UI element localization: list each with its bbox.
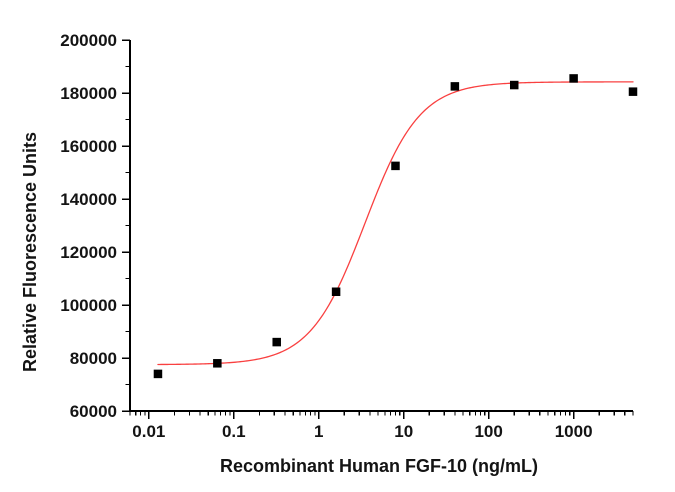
y-tick-label: 140000 <box>60 190 117 209</box>
x-tick-label: 1 <box>314 422 323 441</box>
y-tick-label: 100000 <box>60 296 117 315</box>
x-tick-label: 1000 <box>555 422 593 441</box>
data-point <box>213 359 222 368</box>
y-tick-label: 180000 <box>60 84 117 103</box>
x-axis-title: Recombinant Human FGF-10 (ng/mL) <box>220 456 538 476</box>
y-tick-label: 60000 <box>70 402 117 421</box>
x-tick-label: 10 <box>394 422 413 441</box>
x-tick-label: 100 <box>474 422 502 441</box>
y-tick-label: 80000 <box>70 349 117 368</box>
data-point <box>272 337 281 347</box>
fit-curve <box>157 81 634 366</box>
plot-layer <box>153 74 638 379</box>
data-point <box>628 87 638 96</box>
axes-layer: 60000 80000 100000 120000 140000 160000 180000… <box>60 31 634 441</box>
y-tick-label: 160000 <box>60 137 117 156</box>
axis-spines <box>129 40 633 412</box>
data-point <box>509 80 519 90</box>
data-point <box>331 287 341 296</box>
y-axis-title: Relative Fluorescence Units <box>20 132 40 372</box>
x-tick-label: 0.01 <box>132 422 165 441</box>
y-tick-label: 120000 <box>60 243 117 262</box>
data-point <box>450 82 460 91</box>
data-point <box>391 161 400 171</box>
data-point <box>153 369 163 379</box>
y-tick-label: 200000 <box>60 31 117 50</box>
data-point <box>569 74 578 83</box>
x-tick-label: 0.1 <box>222 422 246 441</box>
